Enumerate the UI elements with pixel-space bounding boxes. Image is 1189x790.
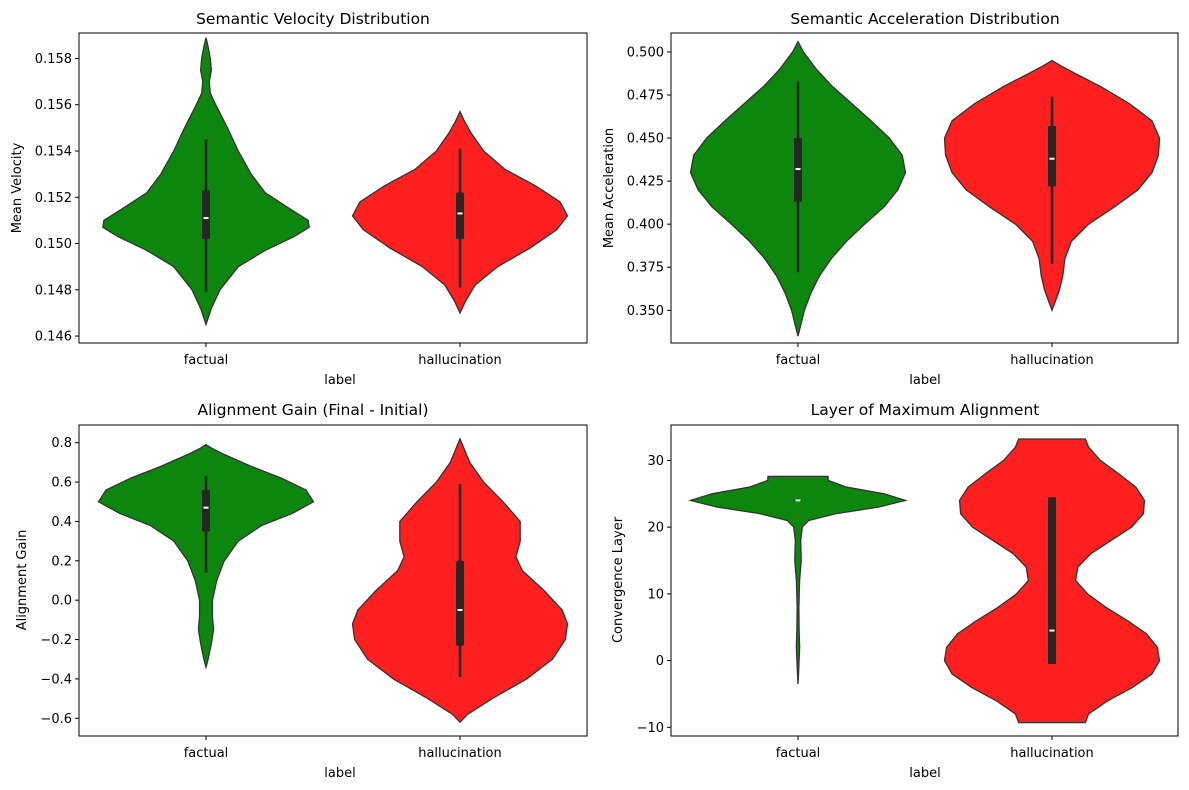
x-tick-label: factual [184, 746, 229, 761]
chart-title: Layer of Maximum Alignment [811, 401, 1040, 419]
y-tick-label: 0.148 [35, 283, 72, 298]
y-tick-label: 10 [647, 587, 664, 602]
iqr-box [1048, 126, 1056, 187]
y-tick-label: 0.475 [627, 89, 664, 104]
y-tick-label: −0.6 [40, 712, 72, 727]
iqr-box [202, 190, 210, 239]
y-axis-label: Mean Velocity [10, 142, 25, 233]
y-tick-label: 0.500 [627, 45, 664, 60]
y-axis-label: Convergence Layer [611, 516, 626, 643]
y-axis-label: Mean Acceleration [602, 128, 617, 248]
x-axis-label: label [909, 373, 940, 388]
axes-frame [78, 32, 588, 344]
y-tick-label: 0.425 [627, 175, 664, 190]
y-tick-label: 0.6 [51, 476, 72, 491]
x-tick-label: hallucination [1010, 746, 1094, 761]
y-tick-label: 0.158 [35, 52, 72, 67]
chart-title: Alignment Gain (Final - Initial) [197, 401, 428, 419]
x-axis-label: label [909, 766, 940, 781]
acceleration-panel: Semantic Acceleration Distribution label… [602, 10, 1179, 388]
y-tick-label: 0.350 [627, 304, 664, 319]
x-axis-label: label [324, 373, 355, 388]
x-tick-label: hallucination [1010, 353, 1094, 368]
iqr-box [202, 489, 210, 532]
axes-frame [670, 32, 1179, 344]
y-tick-label: 0.156 [35, 98, 72, 113]
y-tick-label: 0.400 [627, 218, 664, 233]
chart-title: Semantic Acceleration Distribution [790, 10, 1059, 28]
y-tick-label: −0.4 [40, 672, 72, 687]
axes-frame [78, 424, 588, 737]
y-tick-label: 0.150 [35, 237, 72, 252]
alignment-gain-panel: Alignment Gain (Final - Initial) label A… [15, 401, 588, 781]
velocity-panel: Semantic Velocity Distribution label Mea… [10, 10, 588, 388]
y-tick-label: 0.375 [627, 261, 664, 276]
x-tick-label: factual [184, 353, 229, 368]
y-tick-label: 0.450 [627, 132, 664, 147]
y-tick-label: −10 [637, 721, 664, 736]
y-tick-label: 0 [656, 654, 664, 669]
y-tick-label: 0.8 [51, 436, 72, 451]
x-tick-label: factual [776, 353, 821, 368]
x-tick-label: hallucination [418, 746, 502, 761]
x-axis-label: label [324, 766, 355, 781]
y-tick-label: 0.4 [51, 515, 72, 530]
y-tick-label: 20 [647, 521, 664, 536]
violin-factual [688, 475, 908, 684]
iqr-box [456, 192, 464, 239]
max-alignment-layer-panel: Layer of Maximum Alignment label Converg… [611, 401, 1179, 781]
iqr-box [1048, 497, 1056, 664]
y-tick-label: 30 [647, 454, 664, 469]
y-axis-label: Alignment Gain [15, 530, 30, 631]
axes-frame [670, 424, 1179, 737]
x-tick-label: factual [776, 746, 821, 761]
y-tick-label: 0.152 [35, 191, 72, 206]
x-tick-label: hallucination [418, 353, 502, 368]
y-tick-label: −0.2 [40, 633, 72, 648]
y-tick-label: 0.0 [51, 594, 72, 609]
y-tick-label: 0.2 [51, 554, 72, 569]
chart-title: Semantic Velocity Distribution [196, 10, 430, 28]
y-tick-label: 0.146 [35, 330, 72, 345]
iqr-box [456, 560, 464, 646]
y-tick-label: 0.154 [35, 144, 72, 159]
